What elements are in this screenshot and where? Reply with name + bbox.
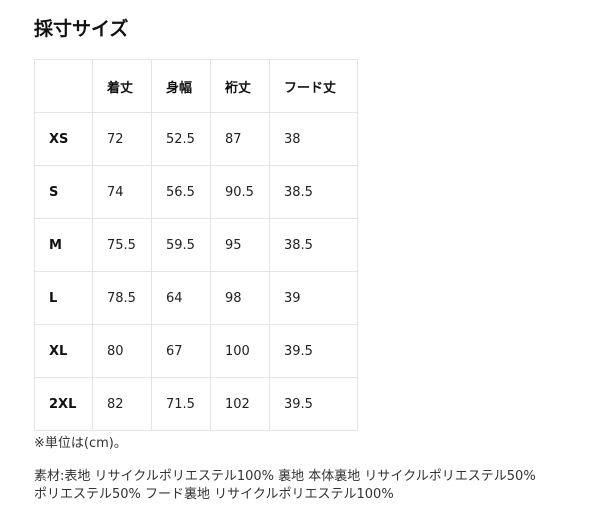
table-cell: 52.5 <box>151 112 211 166</box>
size-label: XS <box>34 112 93 166</box>
table-cell: 72 <box>92 112 152 166</box>
header-cell: 裄丈 <box>210 59 270 113</box>
table-cell: 74 <box>92 165 152 219</box>
table-row: S 74 56.5 90.5 38.5 <box>34 165 358 219</box>
table-row: XL 80 67 100 39.5 <box>34 324 358 378</box>
table-row: M 75.5 59.5 95 38.5 <box>34 218 358 272</box>
material-line-2: ポリエステル50% フード裏地 リサイクルポリエステル100% <box>34 487 394 502</box>
table-cell: 59.5 <box>151 218 211 272</box>
table-row: XS 72 52.5 87 38 <box>34 112 358 166</box>
header-cell: フード丈 <box>269 59 358 113</box>
table-header-row: 着丈 身幅 裄丈 フード丈 <box>34 59 358 113</box>
table-cell: 38.5 <box>269 165 358 219</box>
table-cell: 78.5 <box>92 271 152 325</box>
header-cell <box>34 59 93 113</box>
table-cell: 71.5 <box>151 377 211 431</box>
table-cell: 82 <box>92 377 152 431</box>
table-cell: 87 <box>210 112 270 166</box>
header-cell: 身幅 <box>151 59 211 113</box>
header-cell: 着丈 <box>92 59 152 113</box>
unit-note: ※単位は(cm)。 <box>34 436 127 451</box>
table-cell: 38.5 <box>269 218 358 272</box>
page-title: 採寸サイズ <box>34 18 129 40</box>
table-cell: 90.5 <box>210 165 270 219</box>
table-cell: 100 <box>210 324 270 378</box>
size-label: 2XL <box>34 377 93 431</box>
table-cell: 102 <box>210 377 270 431</box>
table-cell: 56.5 <box>151 165 211 219</box>
table-cell: 75.5 <box>92 218 152 272</box>
table-cell: 38 <box>269 112 358 166</box>
table-cell: 39 <box>269 271 358 325</box>
table-row: L 78.5 64 98 39 <box>34 271 358 325</box>
table-cell: 64 <box>151 271 211 325</box>
size-table: 着丈 身幅 裄丈 フード丈 XS 72 52.5 87 38 S 74 56.5 90.5 38.… <box>34 59 358 431</box>
material-line-1: 素材:表地 リサイクルポリエステル100% 裏地 本体裏地 リサイクルポリエステ… <box>34 469 536 484</box>
size-label: L <box>34 271 93 325</box>
table-row: 2XL 82 71.5 102 39.5 <box>34 377 358 431</box>
size-label: M <box>34 218 93 272</box>
table-cell: 95 <box>210 218 270 272</box>
table-cell: 80 <box>92 324 152 378</box>
table-cell: 67 <box>151 324 211 378</box>
size-label: XL <box>34 324 93 378</box>
size-label: S <box>34 165 93 219</box>
table-cell: 39.5 <box>269 377 358 431</box>
table-cell: 39.5 <box>269 324 358 378</box>
table-cell: 98 <box>210 271 270 325</box>
